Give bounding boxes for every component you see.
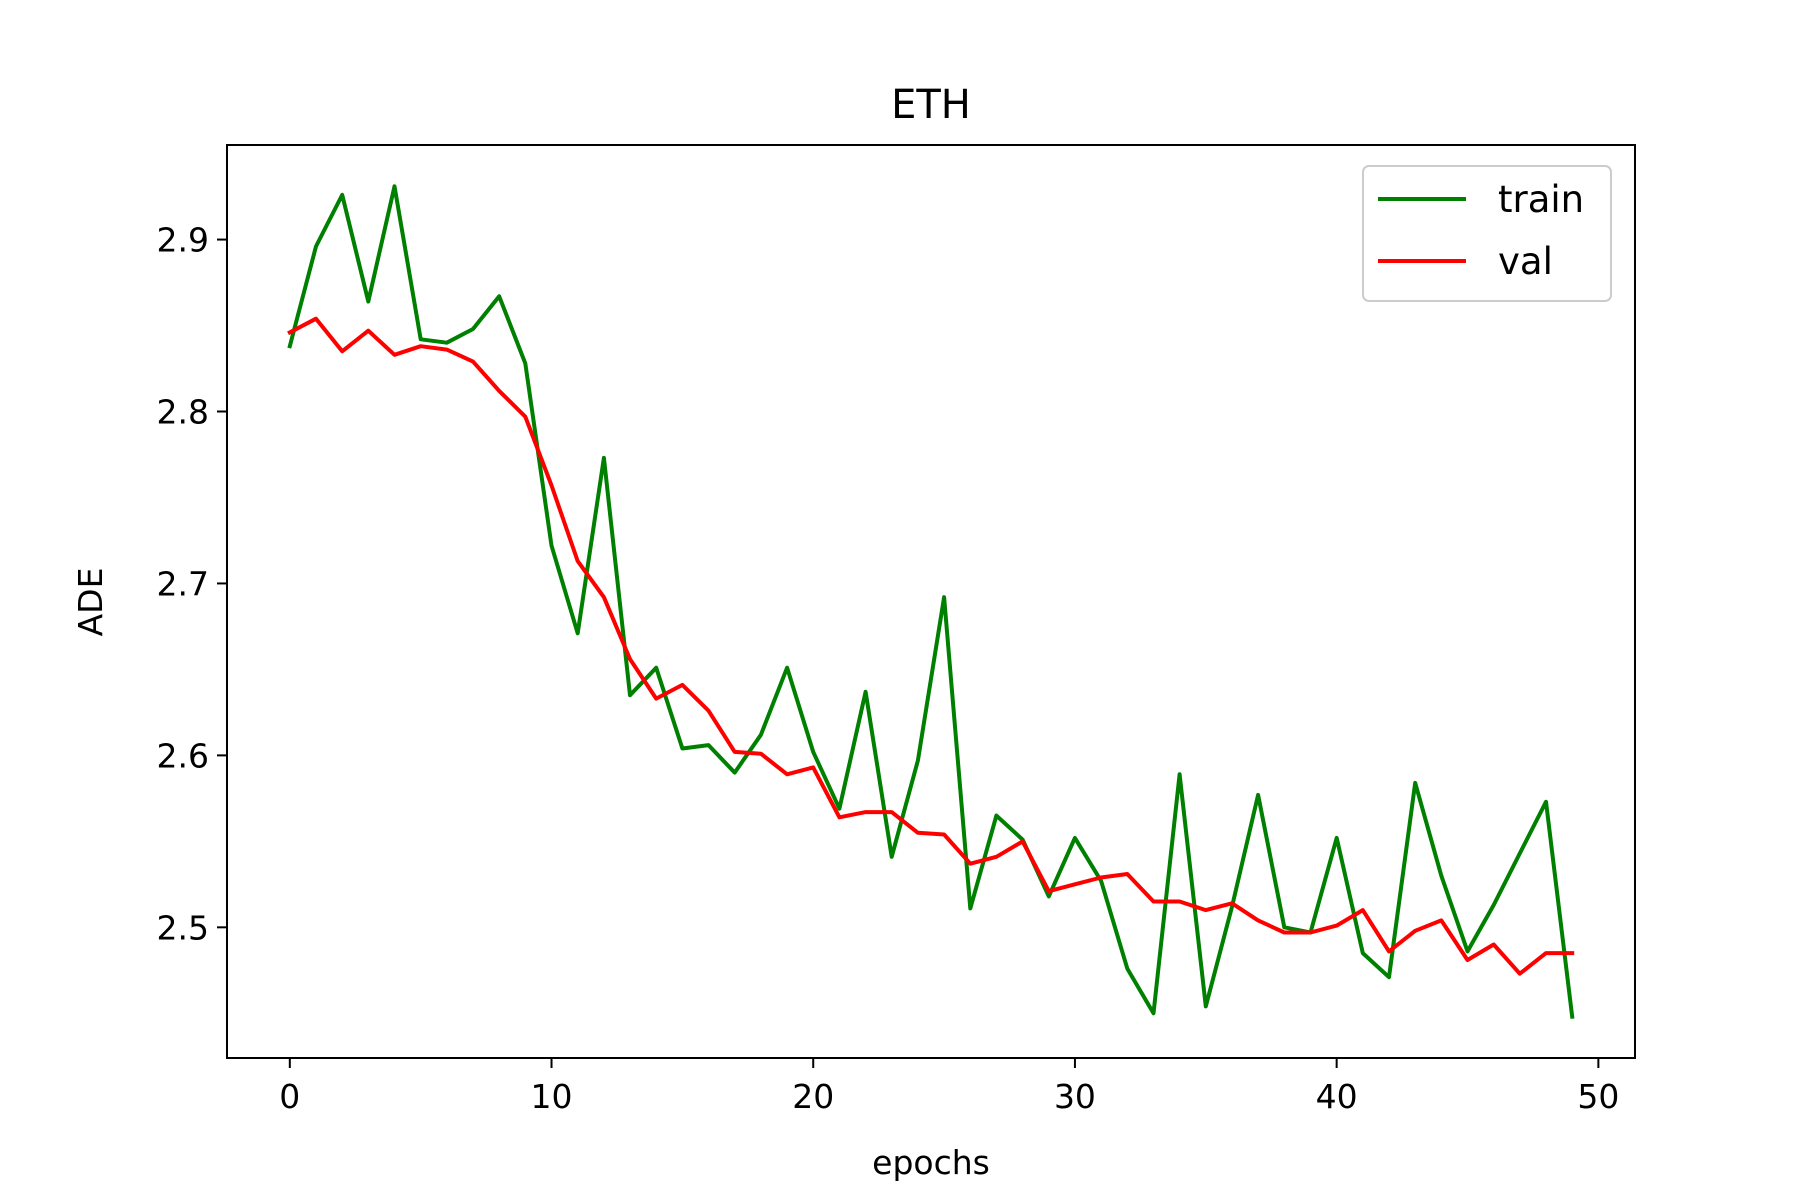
y-tick-label: 2.8 (157, 393, 209, 432)
x-tick-label: 20 (792, 1077, 834, 1116)
x-tick-label: 30 (1054, 1077, 1096, 1116)
y-tick-label: 2.7 (157, 564, 209, 603)
legend-label-train: train (1498, 178, 1584, 221)
y-axis: 2.5 2.6 2.7 2.8 2.9 (157, 221, 227, 947)
x-axis: 0 10 20 30 40 50 (279, 1058, 1619, 1116)
legend-label-val: val (1498, 240, 1553, 283)
x-tick-label: 0 (279, 1077, 300, 1116)
legend: train val (1362, 165, 1612, 302)
x-axis-label: epochs (872, 1143, 990, 1182)
x-tick-label: 40 (1316, 1077, 1358, 1116)
y-tick-label: 2.5 (157, 908, 209, 947)
series-line-val (287, 316, 1575, 976)
y-axis-label: ADE (71, 568, 110, 637)
x-tick-label: 50 (1577, 1077, 1619, 1116)
x-tick-label: 10 (531, 1077, 573, 1116)
series-line-train (287, 184, 1575, 1019)
y-tick-label: 2.6 (157, 736, 209, 775)
axes-frame (226, 144, 1636, 1059)
series-layer (287, 184, 1575, 1019)
chart-title: ETH (891, 82, 971, 128)
y-tick-label: 2.9 (157, 221, 209, 260)
